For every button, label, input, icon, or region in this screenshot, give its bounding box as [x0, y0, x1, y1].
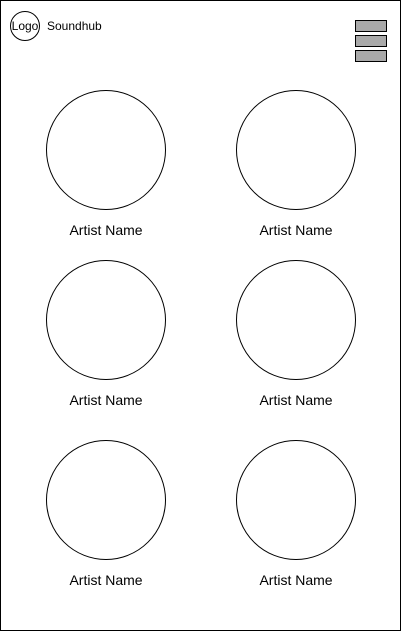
artist-card-5[interactable]: Artist Name	[26, 440, 186, 590]
artist-card-2[interactable]: Artist Name	[216, 90, 376, 240]
artist-name[interactable]: Artist Name	[259, 392, 333, 408]
menu-bar-bottom	[355, 50, 387, 62]
artist-avatar[interactable]	[236, 90, 356, 210]
logo[interactable]: Logo	[10, 11, 40, 41]
artist-name[interactable]: Artist Name	[69, 392, 143, 408]
artist-card-1[interactable]: Artist Name	[26, 90, 186, 240]
artist-card-3[interactable]: Artist Name	[26, 260, 186, 410]
menu-bar-middle	[355, 35, 387, 47]
menu-bar-top	[355, 20, 387, 32]
brand-name: Soundhub	[47, 19, 102, 33]
hamburger-menu-icon[interactable]	[355, 20, 387, 62]
artist-name[interactable]: Artist Name	[69, 572, 143, 588]
artist-avatar[interactable]	[46, 440, 166, 560]
artist-avatar[interactable]	[236, 440, 356, 560]
artist-name[interactable]: Artist Name	[259, 572, 333, 588]
artist-avatar[interactable]	[46, 260, 166, 380]
artist-card-6[interactable]: Artist Name	[216, 440, 376, 590]
artist-name[interactable]: Artist Name	[259, 222, 333, 238]
logo-text: Logo	[11, 19, 39, 33]
artist-card-4[interactable]: Artist Name	[216, 260, 376, 410]
artist-avatar[interactable]	[236, 260, 356, 380]
artist-avatar[interactable]	[46, 90, 166, 210]
artist-name[interactable]: Artist Name	[69, 222, 143, 238]
